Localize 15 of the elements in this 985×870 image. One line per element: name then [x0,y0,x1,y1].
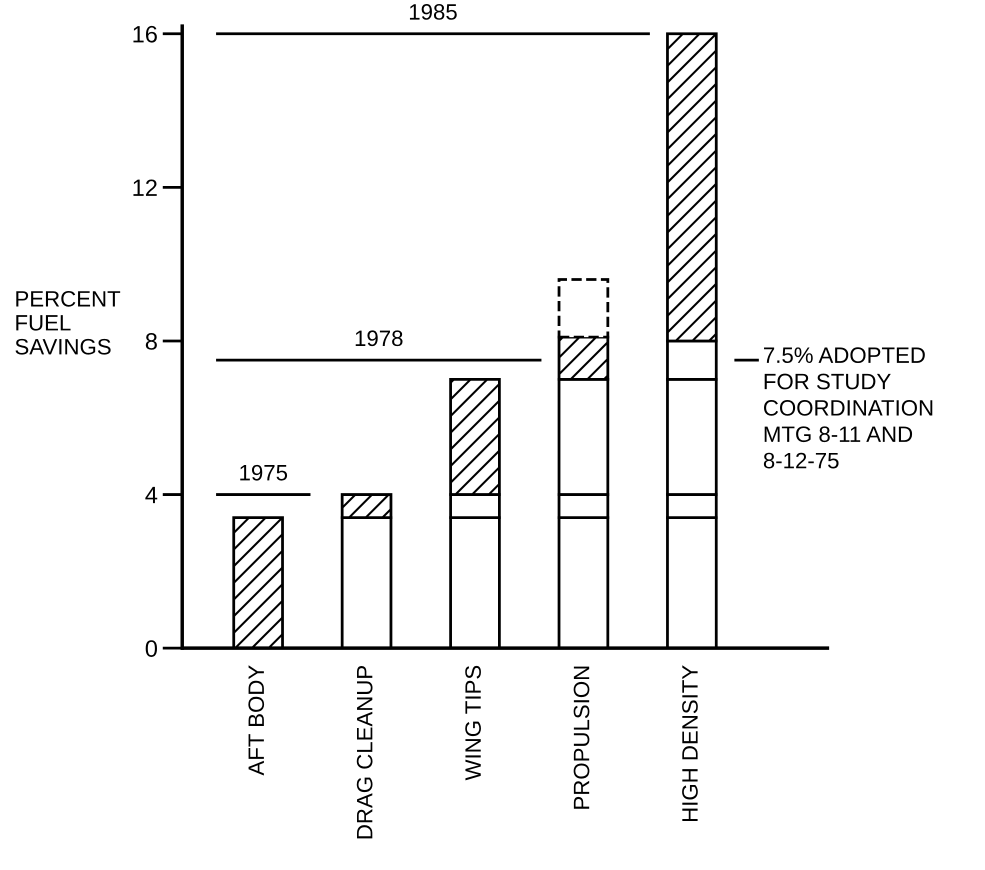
y-tick-label: 16 [133,26,157,43]
annotation: 1978 [356,330,403,346]
y-tick-label: 12 [133,179,157,196]
y-axis-title: PERCENT FUEL SAVINGS [15,290,120,355]
x-tick-label: AFT BODY [248,665,264,776]
x-tick-label: HIGH DENSITY [682,665,698,822]
y-tick-label: 0 [146,640,157,657]
annotation: 7.5% ADOPTED FOR STUDY COORDINATION MTG 8-11 AND 8-12-75 [764,347,932,468]
x-tick-label: WING TIPS [465,666,481,780]
x-tick-label: DRAG CLEANUP [356,666,373,838]
y-tick-label: 4 [145,486,158,504]
annotation: 1975 [240,464,288,481]
x-tick-label: PROPULSION [574,666,590,809]
y-tick-label: 8 [146,333,157,350]
text: 1985 [410,4,457,20]
